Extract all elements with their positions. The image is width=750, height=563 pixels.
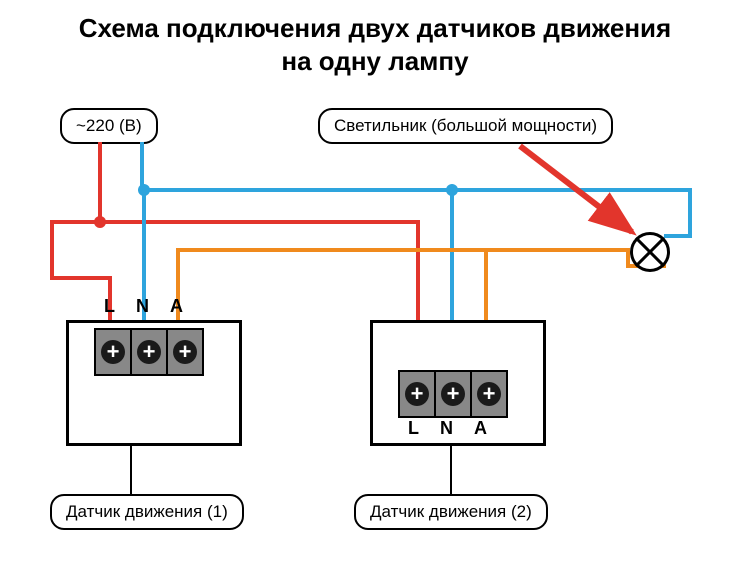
sensor2-terminal-A xyxy=(470,370,508,418)
wire-live-left-v xyxy=(50,220,54,280)
wire-neutral-right-v xyxy=(688,188,692,238)
junction-neutral-2 xyxy=(446,184,458,196)
sensor2-terminal-N xyxy=(434,370,470,418)
lamp-label: Светильник (большой мощности) xyxy=(318,108,613,144)
diagram-title: Схема подключения двух датчиков движения… xyxy=(0,12,750,77)
s2-label-L: L xyxy=(408,418,419,439)
sensor2-terminals xyxy=(398,370,508,418)
title-line-2: на одну лампу xyxy=(281,46,468,76)
sensor1-terminals xyxy=(94,328,204,376)
sensor2-terminal-L xyxy=(398,370,434,418)
leader-sensor1 xyxy=(130,440,132,494)
sensor1-terminal-L xyxy=(94,328,130,376)
sensor1-terminal-A xyxy=(166,328,204,376)
wire-live-supply-v xyxy=(98,142,102,222)
s1-label-L: L xyxy=(104,296,115,317)
leader-sensor2 xyxy=(450,440,452,494)
s1-label-N: N xyxy=(136,296,149,317)
s1-label-A: A xyxy=(170,296,183,317)
power-label: ~220 (В) xyxy=(60,108,158,144)
sensor1-label: Датчик движения (1) xyxy=(50,494,244,530)
wire-live-left-h xyxy=(50,276,112,280)
arrow-to-lamp xyxy=(510,140,660,250)
sensor1-terminal-N xyxy=(130,328,166,376)
title-line-1: Схема подключения двух датчиков движения xyxy=(79,13,671,43)
junction-live-supply xyxy=(94,216,106,228)
s2-label-A: A xyxy=(474,418,487,439)
junction-neutral-1 xyxy=(138,184,150,196)
s2-label-N: N xyxy=(440,418,453,439)
wire-neutral-to-lamp xyxy=(664,234,692,238)
wire-load-s1-A-v xyxy=(176,248,180,330)
sensor2-label: Датчик движения (2) xyxy=(354,494,548,530)
wiring-diagram: Схема подключения двух датчиков движения… xyxy=(0,0,750,563)
